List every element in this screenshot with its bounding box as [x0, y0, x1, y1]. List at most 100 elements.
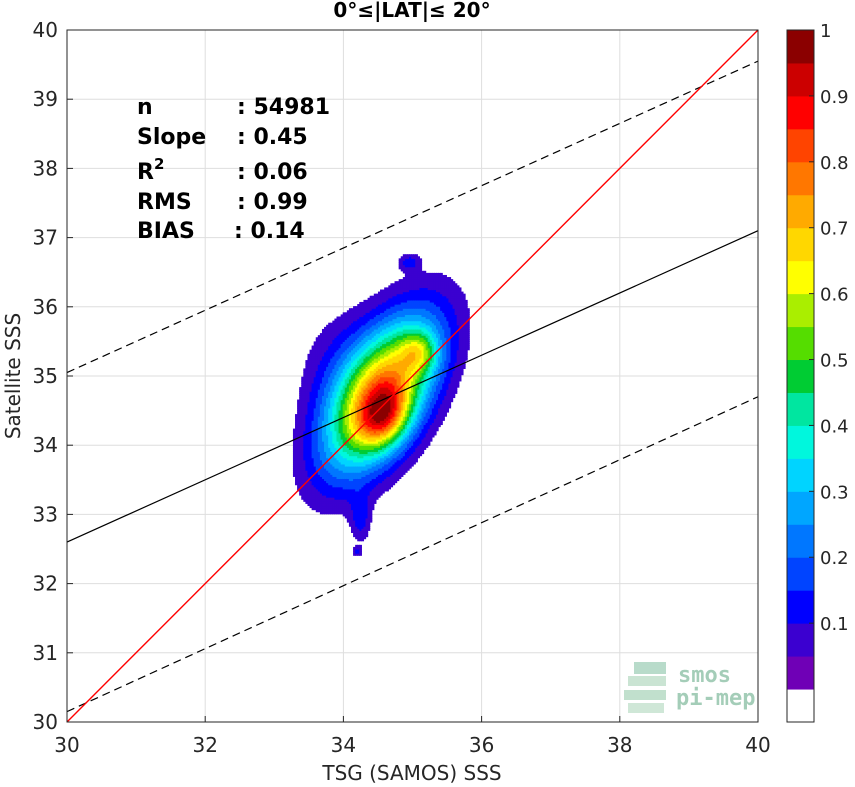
- density-cell: [377, 345, 381, 349]
- density-cell: [338, 441, 342, 444]
- density-cell: [400, 368, 404, 372]
- density-cell: [342, 463, 346, 467]
- density-cell: [388, 438, 391, 442]
- density-cell: [317, 443, 321, 446]
- density-cell: [295, 474, 298, 477]
- density-cell: [340, 389, 344, 392]
- density-cell: [330, 387, 333, 390]
- density-cell: [342, 318, 346, 322]
- density-cell: [355, 509, 358, 513]
- density-cell: [396, 397, 400, 401]
- density-cell: [359, 380, 362, 384]
- density-cell: [299, 430, 302, 434]
- density-cell: [373, 297, 377, 301]
- density-cell: [377, 476, 381, 480]
- density-cell: [373, 320, 377, 324]
- density-cell: [384, 341, 387, 345]
- density-cell: [332, 353, 336, 357]
- density-cell: [340, 495, 344, 498]
- density-cell: [348, 399, 352, 403]
- density-cell: [402, 254, 406, 257]
- density-cell: [346, 333, 350, 336]
- density-cell: [400, 387, 404, 390]
- density-cell: [380, 441, 383, 444]
- density-cell: [340, 507, 344, 511]
- density-cell: [365, 436, 369, 440]
- density-cell: [371, 447, 375, 450]
- density-cell: [344, 443, 348, 446]
- density-cell: [377, 492, 381, 496]
- density-cell: [321, 399, 325, 403]
- density-cell: [355, 497, 358, 500]
- density-cell: [315, 399, 319, 403]
- density-cell: [369, 389, 373, 392]
- density-cell: [384, 465, 387, 469]
- density-cell: [392, 343, 396, 347]
- density-cell: [317, 428, 321, 432]
- density-cell: [402, 310, 406, 313]
- density-cell: [396, 403, 400, 407]
- density-cell: [367, 416, 371, 419]
- density-cell: [348, 443, 352, 446]
- density-cell: [346, 337, 350, 340]
- density-cell: [402, 420, 406, 423]
- density-cell: [398, 411, 402, 415]
- density-cell: [303, 368, 306, 372]
- density-cell: [321, 331, 325, 334]
- density-cell: [330, 409, 333, 413]
- density-cell: [367, 451, 371, 455]
- density-cell: [326, 476, 329, 480]
- density-cell: [365, 370, 369, 374]
- density-cell: [355, 530, 358, 533]
- density-cell: [319, 347, 323, 351]
- density-cell: [334, 382, 338, 386]
- density-cell: [353, 333, 356, 336]
- density-cell: [297, 474, 300, 477]
- density-cell: [363, 420, 367, 423]
- density-cell: [369, 503, 373, 507]
- density-cell: [330, 331, 333, 334]
- density-cell: [340, 486, 344, 490]
- density-cell: [315, 374, 319, 378]
- density-cell: [361, 349, 365, 353]
- density-cell: [307, 441, 311, 444]
- density-cell: [392, 457, 396, 461]
- density-cell: [371, 364, 375, 367]
- density-cell: [367, 310, 371, 313]
- density-cell: [355, 432, 358, 436]
- density-cell: [361, 532, 365, 536]
- density-cell: [363, 509, 367, 513]
- density-cell: [342, 360, 346, 363]
- density-cell: [301, 455, 304, 459]
- density-cell: [359, 318, 362, 322]
- density-cell: [375, 358, 379, 361]
- density-cell: [400, 304, 404, 307]
- density-cell: [390, 285, 394, 289]
- density-cell: [311, 472, 315, 475]
- density-cell: [311, 387, 315, 390]
- density-cell: [301, 432, 304, 436]
- density-cell: [384, 335, 387, 338]
- density-cell: [348, 360, 352, 363]
- density-cell: [321, 360, 325, 363]
- density-cell: [340, 401, 344, 405]
- density-cell: [328, 447, 331, 450]
- density-cell: [324, 420, 327, 423]
- density-cell: [334, 409, 338, 413]
- density-cell: [319, 420, 323, 423]
- density-cell: [303, 380, 306, 384]
- density-cell: [346, 384, 350, 388]
- density-cell: [359, 507, 362, 511]
- density-cell: [336, 445, 340, 448]
- density-cell: [311, 428, 315, 432]
- density-cell: [390, 465, 394, 469]
- density-cell: [297, 447, 300, 450]
- density-cell: [309, 393, 313, 396]
- density-cell: [402, 384, 406, 388]
- density-cell: [346, 434, 350, 438]
- density-cell: [336, 490, 340, 494]
- density-cell: [353, 403, 356, 407]
- density-cell: [317, 490, 321, 494]
- density-cell: [338, 341, 342, 345]
- density-cell: [348, 501, 352, 504]
